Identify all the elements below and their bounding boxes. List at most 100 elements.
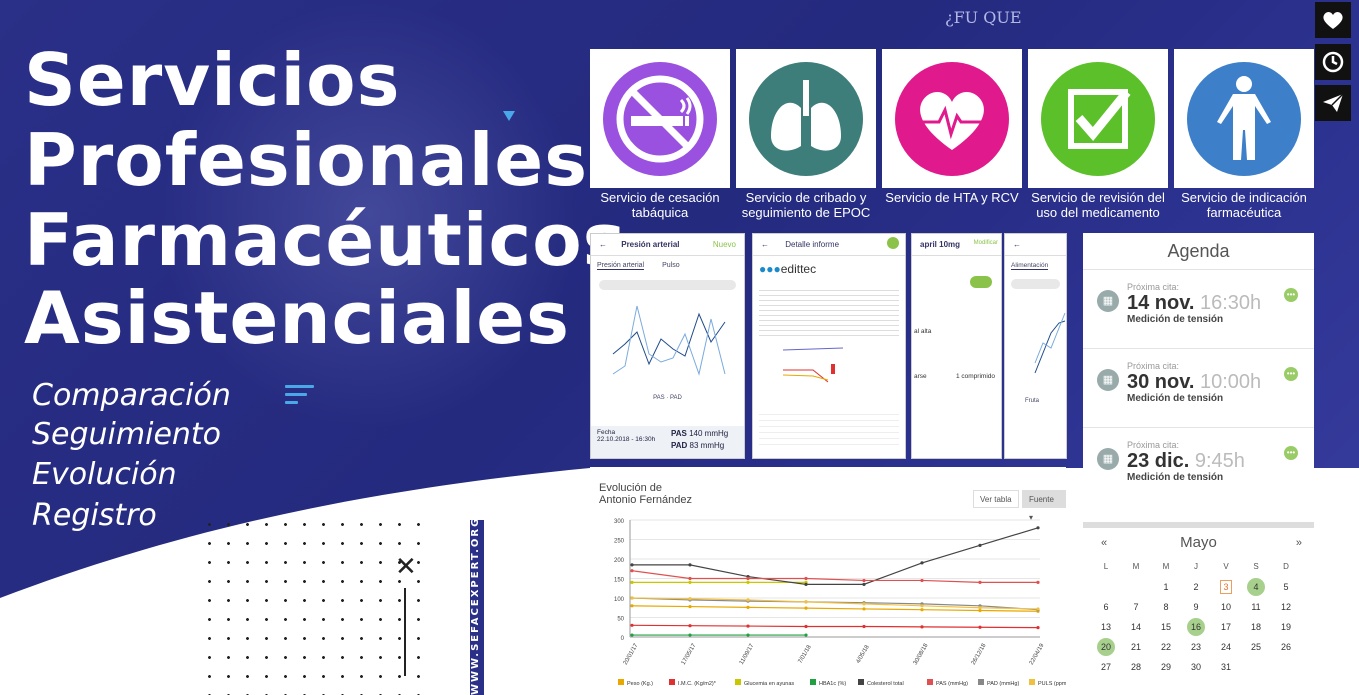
calendar-day[interactable]: 20 xyxy=(1097,638,1115,656)
calendar-day[interactable]: 21 xyxy=(1130,642,1141,652)
calendar-day[interactable]: 19 xyxy=(1280,622,1291,632)
tab-presion[interactable]: Presión arterial xyxy=(597,262,645,270)
calendar-day[interactable]: 30 xyxy=(1190,662,1201,672)
calendar-icon: ▦ xyxy=(1097,448,1119,470)
toggle-switch[interactable] xyxy=(970,276,992,288)
agenda-item[interactable]: ▦ ••• Próxima cita: 23 dic. 9:45h Medici… xyxy=(1083,427,1314,506)
service-tile-smoking[interactable]: Servicio de cesación tabáquica xyxy=(590,49,730,220)
app-screen-medicamento[interactable]: april 10mg Modificar al alta arse 1 comp… xyxy=(911,233,1002,459)
options-icon[interactable] xyxy=(887,237,899,249)
calendar-day[interactable]: 7 xyxy=(1133,602,1139,612)
calendar-day[interactable]: 28 xyxy=(1130,662,1141,672)
calendar-day[interactable]: 1 xyxy=(1163,582,1169,592)
calendar-day[interactable]: 31 xyxy=(1220,662,1231,672)
data-point xyxy=(920,604,924,608)
new-button[interactable]: Nuevo xyxy=(712,240,736,249)
back-arrow-icon[interactable]: ← xyxy=(599,240,607,249)
subtitle-2: Seguimiento xyxy=(32,417,222,452)
calendar-day[interactable]: 10 xyxy=(1220,602,1231,612)
calendar-day[interactable]: 14 xyxy=(1130,622,1141,632)
data-point xyxy=(978,580,982,584)
data-point xyxy=(688,604,692,609)
calendar-day[interactable]: 9 xyxy=(1193,602,1199,612)
evolution-title-1: Evolución de xyxy=(599,482,662,494)
calendar-day[interactable]: 3 xyxy=(1220,580,1232,594)
data-point xyxy=(920,578,924,583)
prev-month-button[interactable]: « xyxy=(1101,537,1108,549)
y-tick-label: 200 xyxy=(614,558,625,564)
calendar-day[interactable]: 4 xyxy=(1247,578,1265,596)
clock-icon xyxy=(1322,51,1344,73)
back-arrow-icon[interactable]: ← xyxy=(1005,234,1066,256)
calendar-day[interactable]: 16 xyxy=(1187,618,1205,636)
more-icon[interactable]: ••• xyxy=(1284,367,1298,381)
heart-pulse-icon xyxy=(895,61,1009,176)
calendar-day[interactable]: 8 xyxy=(1163,602,1169,612)
back-arrow-icon[interactable]: ← xyxy=(761,240,769,249)
more-icon[interactable]: ••• xyxy=(1284,446,1298,460)
calendar-day[interactable]: 2 xyxy=(1193,582,1199,592)
agenda-item-time: 10:00h xyxy=(1200,371,1262,393)
data-point xyxy=(862,602,866,606)
app-screen-alimentacion[interactable]: ← Alimentación Fruta xyxy=(1004,233,1067,459)
calendar-day[interactable]: 22 xyxy=(1160,642,1171,652)
agenda-title: Agenda xyxy=(1167,241,1230,261)
agenda-item-desc: Medición de tensión xyxy=(1127,472,1224,483)
x-tick-label: 22/04/19 xyxy=(1029,642,1046,666)
calendar-day[interactable]: 23 xyxy=(1190,642,1201,652)
data-point xyxy=(804,582,808,586)
service-tile-revision[interactable]: Servicio de revisión del uso del medicam… xyxy=(1028,49,1168,220)
segmented-toggle[interactable] xyxy=(599,280,736,290)
source-dropdown[interactable]: Fuente ▾ xyxy=(1022,490,1066,522)
calendar-day[interactable]: 29 xyxy=(1160,662,1171,672)
history-button[interactable] xyxy=(1315,44,1351,80)
legend-swatch xyxy=(810,679,816,685)
service-tile-hta[interactable]: Servicio de HTA y RCV xyxy=(882,49,1022,205)
calendar-day[interactable]: 6 xyxy=(1103,602,1109,612)
calendar-day-header: S xyxy=(1253,562,1259,571)
calendar-day[interactable]: 11 xyxy=(1251,602,1261,612)
tab-pulso[interactable]: Pulso xyxy=(662,262,680,269)
calendar-day[interactable]: 18 xyxy=(1250,622,1261,632)
more-icon[interactable]: ••• xyxy=(1284,288,1298,302)
data-point xyxy=(1036,607,1040,611)
calendar-day[interactable]: 27 xyxy=(1100,662,1111,672)
x-tick-label: 7/01/18 xyxy=(798,644,814,665)
calendar-day[interactable]: 24 xyxy=(1220,642,1231,652)
segmented-toggle[interactable] xyxy=(1011,279,1060,289)
calendar-day[interactable]: 26 xyxy=(1280,642,1291,652)
favorite-button[interactable] xyxy=(1315,2,1351,38)
calendar-day[interactable]: 5 xyxy=(1283,582,1289,592)
data-point xyxy=(688,597,692,601)
app-screen-informe[interactable]: ← Detalle informe ●●●edittec xyxy=(752,233,906,459)
app-screen-presion[interactable]: ← Presión arterial Nuevo Presión arteria… xyxy=(590,233,745,459)
next-month-button[interactable]: » xyxy=(1295,537,1302,549)
x-tick-label: 30/08/18 xyxy=(913,642,930,666)
legend-label: Colesterol total xyxy=(867,681,904,687)
legend-swatch xyxy=(669,679,675,685)
view-table-button[interactable]: Ver tabla xyxy=(973,490,1019,508)
subtitle-4: Registro xyxy=(32,498,157,533)
share-button[interactable] xyxy=(1315,85,1351,121)
agenda-item[interactable]: ▦ ••• Próxima cita: 14 nov. 16:30h Medic… xyxy=(1083,269,1314,348)
agenda-item-date: 30 nov. xyxy=(1127,371,1195,393)
calendar-day[interactable]: 25 xyxy=(1250,642,1261,652)
x-tick-label: 20/01/17 xyxy=(623,642,640,666)
legend-label: PAS (mmHg) xyxy=(936,681,968,687)
legend-swatch xyxy=(858,679,864,685)
tab-alimentacion[interactable]: Alimentación xyxy=(1011,262,1049,270)
agenda-item-label: Próxima cita: xyxy=(1127,361,1180,371)
modify-button[interactable]: Modificar xyxy=(973,240,998,246)
calendar-day[interactable]: 15 xyxy=(1160,622,1171,632)
calendar-day[interactable]: 17 xyxy=(1220,622,1231,632)
service-tile-indicacion[interactable]: Servicio de indicación farmacéutica xyxy=(1174,49,1314,220)
y-tick-label: 250 xyxy=(614,539,625,545)
calendar-empty-cell xyxy=(1091,578,1121,596)
service-label: Servicio de indicación farmacéutica xyxy=(1181,190,1307,220)
calendar-day[interactable]: 13 xyxy=(1100,622,1111,632)
vertical-url[interactable]: WWW.SEFACEXPERT.ORG xyxy=(470,517,484,695)
calendar-day[interactable]: 12 xyxy=(1280,602,1291,612)
fecha-label: Fecha xyxy=(597,429,616,436)
service-tile-epoc[interactable]: Servicio de cribado y seguimiento de EPO… xyxy=(736,49,876,220)
agenda-item[interactable]: ▦ ••• Próxima cita: 30 nov. 10:00h Medic… xyxy=(1083,348,1314,427)
